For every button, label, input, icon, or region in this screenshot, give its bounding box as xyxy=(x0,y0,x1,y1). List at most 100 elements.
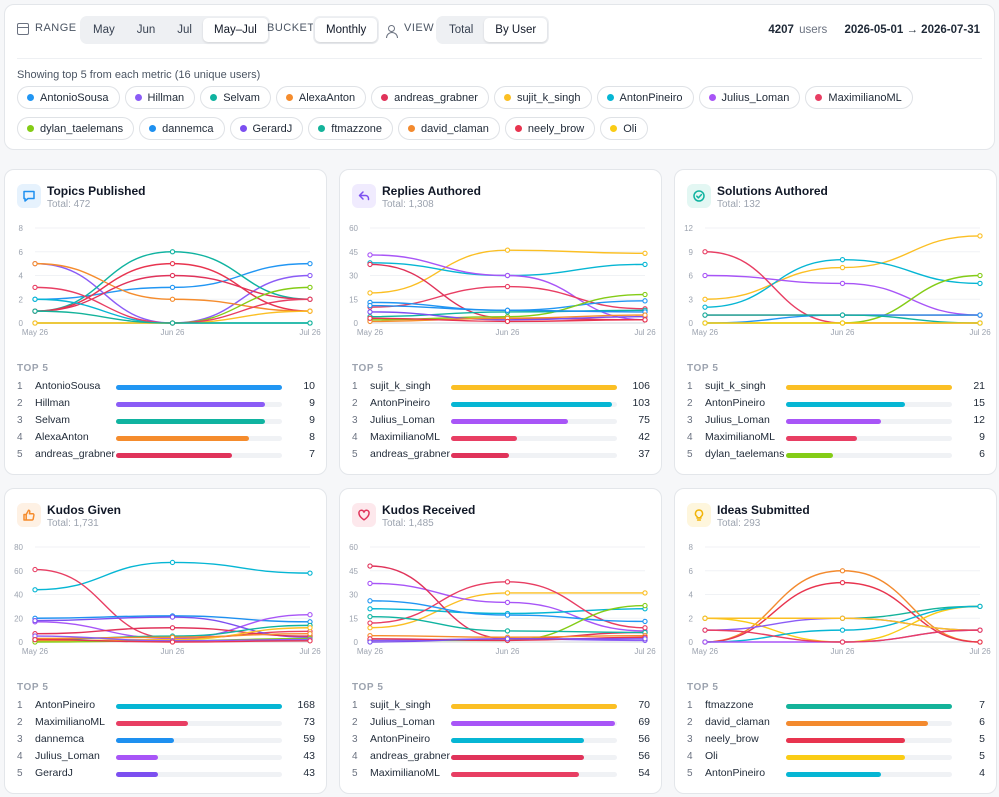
data-point[interactable] xyxy=(642,291,648,298)
data-point[interactable] xyxy=(169,260,176,267)
user-chip-julius-loman[interactable]: Julius_Loman xyxy=(698,86,801,109)
data-point[interactable] xyxy=(839,568,846,574)
leaderboard-row[interactable]: 3 Julius_Loman 75 xyxy=(352,414,650,431)
data-point[interactable] xyxy=(367,639,373,645)
leaderboard-row[interactable]: 2 Julius_Loman 69 xyxy=(352,716,650,733)
leaderboard-row[interactable]: 3 dannemca 59 xyxy=(17,733,315,750)
leaderboard-row[interactable]: 4 MaximilianoML 9 xyxy=(687,431,985,448)
leaderboard-row[interactable]: 1 AntonPineiro 168 xyxy=(17,699,315,716)
leaderboard-row[interactable]: 5 AntonPineiro 4 xyxy=(687,767,985,784)
data-point[interactable] xyxy=(169,272,176,279)
data-point[interactable] xyxy=(504,628,511,634)
data-point[interactable] xyxy=(169,639,176,645)
data-point[interactable] xyxy=(642,602,648,609)
leaderboard-row[interactable]: 4 andreas_grabner 56 xyxy=(352,750,650,767)
data-point[interactable] xyxy=(839,579,846,586)
data-point[interactable] xyxy=(367,580,373,587)
data-point[interactable] xyxy=(839,312,846,318)
leaderboard-row[interactable]: 1 sujit_k_singh 106 xyxy=(352,380,650,397)
data-point[interactable] xyxy=(504,599,511,606)
data-point[interactable] xyxy=(702,639,708,645)
user-chip-sujit-k-singh[interactable]: sujit_k_singh xyxy=(493,86,592,109)
data-point[interactable] xyxy=(169,559,176,566)
leaderboard-row[interactable]: 3 AntonPineiro 56 xyxy=(352,733,650,750)
data-point[interactable] xyxy=(307,308,313,314)
leaderboard-row[interactable]: 2 MaximilianoML 73 xyxy=(17,716,315,733)
data-point[interactable] xyxy=(32,320,38,326)
data-point[interactable] xyxy=(367,563,373,569)
data-point[interactable] xyxy=(642,298,648,304)
data-point[interactable] xyxy=(702,249,708,255)
data-point[interactable] xyxy=(32,308,38,314)
data-point[interactable] xyxy=(702,272,708,279)
user-chip-ftmazzone[interactable]: ftmazzone xyxy=(308,117,394,140)
user-chip-selvam[interactable]: Selvam xyxy=(200,86,271,109)
data-point[interactable] xyxy=(839,320,846,326)
data-point[interactable] xyxy=(977,272,983,279)
data-point[interactable] xyxy=(307,320,313,326)
data-point[interactable] xyxy=(839,627,846,633)
data-point[interactable] xyxy=(32,296,38,302)
user-chip-dannemca[interactable]: dannemca xyxy=(139,117,225,140)
user-chip-antoniosousa[interactable]: AntonioSousa xyxy=(17,86,120,109)
data-point[interactable] xyxy=(307,296,313,302)
data-point[interactable] xyxy=(977,603,983,610)
data-point[interactable] xyxy=(367,598,373,604)
data-point[interactable] xyxy=(504,612,511,618)
data-point[interactable] xyxy=(642,625,648,631)
user-chip-alexaanton[interactable]: AlexaAnton xyxy=(275,86,367,109)
data-point[interactable] xyxy=(307,260,313,267)
data-point[interactable] xyxy=(839,264,846,271)
leaderboard-row[interactable]: 5 andreas_grabner 7 xyxy=(17,448,315,465)
data-point[interactable] xyxy=(367,620,373,626)
leaderboard-row[interactable]: 1 sujit_k_singh 70 xyxy=(352,699,650,716)
data-point[interactable] xyxy=(504,307,511,313)
data-point[interactable] xyxy=(367,625,373,631)
data-point[interactable] xyxy=(702,312,708,318)
range-option-jul[interactable]: Jul xyxy=(177,24,192,36)
user-chip-maximilianoml[interactable]: MaximilianoML xyxy=(805,86,913,109)
leaderboard-row[interactable]: 3 neely_brow 5 xyxy=(687,733,985,750)
leaderboard-row[interactable]: 5 andreas_grabner 37 xyxy=(352,448,650,465)
data-point[interactable] xyxy=(169,296,176,302)
data-point[interactable] xyxy=(642,636,648,642)
leaderboard-row[interactable]: 2 AntonPineiro 15 xyxy=(687,397,985,414)
data-point[interactable] xyxy=(504,272,511,279)
data-point[interactable] xyxy=(367,290,373,296)
user-chip-neely-brow[interactable]: neely_brow xyxy=(504,117,596,140)
data-point[interactable] xyxy=(504,636,511,642)
data-point[interactable] xyxy=(367,606,373,612)
data-point[interactable] xyxy=(839,257,846,263)
data-point[interactable] xyxy=(977,627,983,633)
data-point[interactable] xyxy=(504,590,511,596)
data-point[interactable] xyxy=(32,260,38,267)
view-option-by-user[interactable]: By User xyxy=(484,18,548,42)
leaderboard-row[interactable]: 1 ftmazzone 7 xyxy=(687,699,985,716)
data-point[interactable] xyxy=(839,639,846,645)
data-point[interactable] xyxy=(504,318,511,325)
user-chip-hillman[interactable]: Hillman xyxy=(124,86,196,109)
data-point[interactable] xyxy=(32,617,38,624)
range-option-may[interactable]: May xyxy=(93,24,115,36)
data-point[interactable] xyxy=(504,247,511,253)
data-point[interactable] xyxy=(32,284,38,291)
leaderboard-row[interactable]: 2 david_claman 6 xyxy=(687,716,985,733)
leaderboard-row[interactable]: 4 Julius_Loman 43 xyxy=(17,750,315,767)
data-point[interactable] xyxy=(32,587,38,593)
user-chip-andreas-grabner[interactable]: andreas_grabner xyxy=(371,86,489,109)
data-point[interactable] xyxy=(642,618,648,625)
data-point[interactable] xyxy=(839,280,846,287)
leaderboard-row[interactable]: 3 Julius_Loman 12 xyxy=(687,414,985,431)
data-point[interactable] xyxy=(702,627,708,633)
data-point[interactable] xyxy=(307,638,313,644)
leaderboard-row[interactable]: 1 sujit_k_singh 21 xyxy=(687,380,985,397)
data-point[interactable] xyxy=(32,636,38,643)
data-point[interactable] xyxy=(642,261,648,268)
data-point[interactable] xyxy=(839,615,846,621)
range-option-may-jul[interactable]: May–Jul xyxy=(202,18,268,42)
data-point[interactable] xyxy=(169,249,176,255)
view-option-total[interactable]: Total xyxy=(449,24,474,36)
user-chip-antonpineiro[interactable]: AntonPineiro xyxy=(596,86,694,109)
data-point[interactable] xyxy=(169,320,176,326)
leaderboard-row[interactable]: 2 Hillman 9 xyxy=(17,397,315,414)
